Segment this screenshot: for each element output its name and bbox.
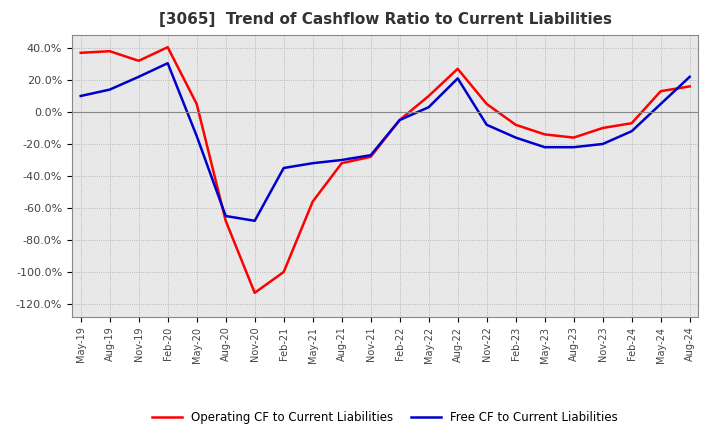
Free CF to Current Liabilities — [308, 161, 317, 166]
Free CF to Current Liabilities — [366, 153, 375, 158]
Free CF to Current Liabilities — [338, 158, 346, 163]
Line: Free CF to Current Liabilities: Free CF to Current Liabilities — [81, 63, 690, 221]
Free CF to Current Liabilities — [424, 105, 433, 110]
Free CF to Current Liabilities — [657, 101, 665, 106]
Free CF to Current Liabilities — [685, 74, 694, 80]
Legend: Operating CF to Current Liabilities, Free CF to Current Liabilities: Operating CF to Current Liabilities, Fre… — [148, 407, 623, 429]
Free CF to Current Liabilities — [598, 141, 607, 147]
Free CF to Current Liabilities — [395, 117, 404, 123]
Free CF to Current Liabilities — [482, 122, 491, 128]
Operating CF to Current Liabilities — [570, 135, 578, 140]
Free CF to Current Liabilities — [570, 145, 578, 150]
Title: [3065]  Trend of Cashflow Ratio to Current Liabilities: [3065] Trend of Cashflow Ratio to Curren… — [158, 12, 612, 27]
Operating CF to Current Liabilities — [541, 132, 549, 137]
Operating CF to Current Liabilities — [511, 122, 520, 128]
Free CF to Current Liabilities — [105, 87, 114, 92]
Operating CF to Current Liabilities — [657, 88, 665, 94]
Free CF to Current Liabilities — [192, 133, 201, 139]
Operating CF to Current Liabilities — [163, 44, 172, 50]
Operating CF to Current Liabilities — [366, 154, 375, 159]
Operating CF to Current Liabilities — [105, 48, 114, 54]
Operating CF to Current Liabilities — [76, 50, 85, 55]
Free CF to Current Liabilities — [511, 135, 520, 140]
Operating CF to Current Liabilities — [424, 93, 433, 99]
Free CF to Current Liabilities — [135, 74, 143, 80]
Operating CF to Current Liabilities — [395, 117, 404, 123]
Free CF to Current Liabilities — [221, 213, 230, 219]
Operating CF to Current Liabilities — [251, 290, 259, 295]
Free CF to Current Liabilities — [627, 128, 636, 134]
Free CF to Current Liabilities — [279, 165, 288, 171]
Free CF to Current Liabilities — [163, 61, 172, 66]
Operating CF to Current Liabilities — [338, 161, 346, 166]
Operating CF to Current Liabilities — [221, 218, 230, 224]
Operating CF to Current Liabilities — [135, 58, 143, 63]
Line: Operating CF to Current Liabilities: Operating CF to Current Liabilities — [81, 47, 690, 293]
Operating CF to Current Liabilities — [192, 101, 201, 106]
Operating CF to Current Liabilities — [308, 199, 317, 204]
Free CF to Current Liabilities — [541, 145, 549, 150]
Operating CF to Current Liabilities — [454, 66, 462, 71]
Free CF to Current Liabilities — [76, 93, 85, 99]
Operating CF to Current Liabilities — [685, 84, 694, 89]
Operating CF to Current Liabilities — [279, 269, 288, 275]
Operating CF to Current Liabilities — [598, 125, 607, 131]
Operating CF to Current Liabilities — [627, 121, 636, 126]
Free CF to Current Liabilities — [454, 76, 462, 81]
Operating CF to Current Liabilities — [482, 101, 491, 106]
Free CF to Current Liabilities — [251, 218, 259, 224]
